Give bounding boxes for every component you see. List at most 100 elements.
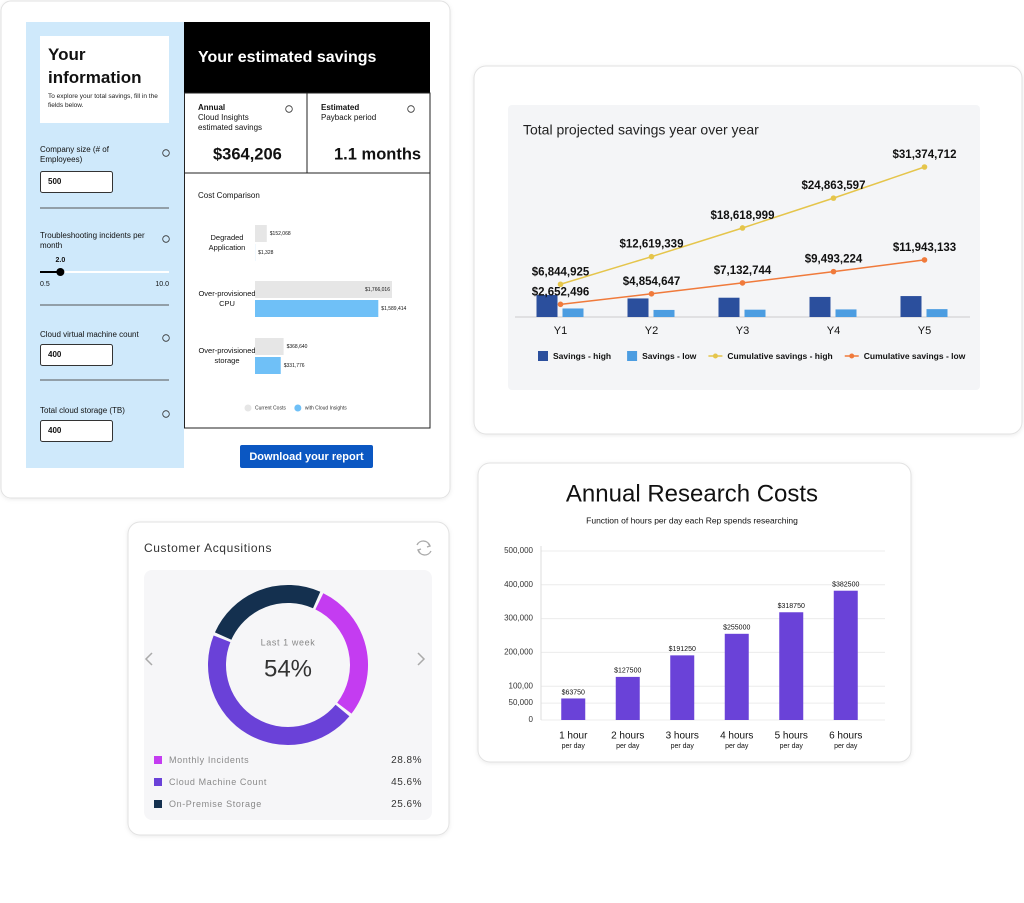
prev-arrow[interactable] [144,652,153,666]
value-label: $12,619,339 [620,239,684,251]
value-label: $6,844,925 [532,266,590,278]
field-value: 400 [48,350,62,359]
field-label: Troubleshooting incidents per month [40,231,145,250]
category-label-box: Degraded Application [208,233,246,252]
line-point [739,280,746,286]
result-label: Estimated [321,103,359,112]
value-label: $4,854,647 [623,276,681,288]
bar [724,633,749,720]
field-label-box: Total cloud storage (TB) [40,406,125,415]
line-point [648,290,655,297]
legend-swatch [294,404,302,412]
category-label: Over-provisioned CPU [198,289,256,308]
legend-swatch [712,353,718,359]
x-tick-label: 3 hours [666,731,699,742]
slider-value: 2.0 [56,257,66,264]
x-tick-label: 6 hours [829,731,862,742]
donut-segment [214,585,321,641]
donut-segment [208,635,350,745]
value-label: $24,863,597 [802,180,866,192]
category-label-box: Over-provisioned storage [198,346,256,365]
legend-swatch [849,353,855,359]
legend-label: Cumulative savings - low [864,351,966,361]
x-tick-label: Y5 [918,325,931,337]
value-label: 28.8% [391,755,422,766]
bar [255,357,281,374]
refresh-icon[interactable] [416,540,432,556]
category-label-box: Over-provisioned CPU [198,289,256,308]
y-tick-label: 400,000 [504,580,533,589]
x-tick-label: 2 hours [611,731,644,742]
field-label-box: Troubleshooting incidents per month [40,231,145,250]
result-sublabel-box: Payback period [321,113,377,122]
line-point [830,268,837,275]
y-tick-label: 50,000 [509,698,534,707]
field-value: 400 [48,426,62,435]
field-input[interactable] [40,344,113,366]
x-tick-label: Y1 [554,325,567,337]
field-label-box: Cloud virtual machine count [40,330,139,339]
x-tick-label: Y3 [736,325,749,337]
value-label: $31,374,712 [893,149,957,161]
value-label: $331,776 [284,363,305,369]
field-label: Company size (# of Employees) [40,145,109,164]
donut-segment [315,593,368,714]
y-tick-label: 0 [529,715,534,724]
field-label: Total cloud storage (TB) [40,406,125,415]
result-label: Annual [198,103,225,112]
field-value: 500 [48,177,62,186]
info-icon[interactable] [407,105,415,113]
x-tick-label: 5 hours [775,731,808,742]
value-label: $18,618,999 [711,210,775,222]
chart-title: Cost Comparison [198,191,260,200]
legend-label: Savings - low [642,351,697,361]
bar [561,698,586,720]
slider-max: 10.0 [155,281,169,288]
field-label-box: Company size (# of Employees) [40,145,109,164]
value-label: $191250 [669,646,696,653]
category-label: Degraded Application [208,233,246,252]
legend-label: Monthly Incidents [169,755,249,765]
chart-subtitle: Function of hours per day each Rep spend… [586,515,798,525]
field-input[interactable] [40,171,113,193]
results-header [184,22,430,93]
info-icon[interactable] [162,235,170,243]
slider-knob[interactable] [56,268,65,276]
category-label: Over-provisioned storage [198,346,256,365]
result-sublabel: Payback period [321,113,377,122]
x-tick-label: per day [562,743,586,750]
bar [670,655,695,720]
value-label: 25.6% [391,799,422,810]
value-label: $1,589,414 [381,306,406,312]
legend-swatch [154,800,162,808]
info-icon[interactable] [162,334,170,342]
bar [744,309,766,317]
legend-swatch [244,404,252,412]
x-tick-label: 1 hour [559,731,588,742]
value-label: $318750 [778,603,805,610]
y-tick-label: 100,00 [509,681,534,690]
bar [718,297,740,317]
result-sublabel-box: Cloud Insights estimated savings [198,113,262,132]
line-point [921,164,928,170]
info-icon[interactable] [162,410,170,418]
next-arrow[interactable] [417,652,426,666]
value-label: $1,328 [258,250,274,256]
bar [255,338,284,355]
legend-label: Savings - high [553,351,611,361]
bar [255,281,392,298]
slider-min: 0.5 [40,281,50,288]
info-icon[interactable] [285,105,293,113]
info-icon[interactable] [162,149,170,157]
legend-label: with Cloud Insights [305,405,347,411]
savings-panel [508,105,980,390]
download-button[interactable] [240,445,373,468]
value-label: $382500 [832,582,859,589]
download-button-label: Download your report [249,451,364,463]
info-title-box: Your information [48,45,142,87]
field-label: Cloud virtual machine count [40,330,139,339]
field-input[interactable] [40,420,113,442]
result-value: $364,206 [213,145,282,163]
legend-label: On-Premise Storage [169,799,262,809]
info-box [40,36,169,123]
